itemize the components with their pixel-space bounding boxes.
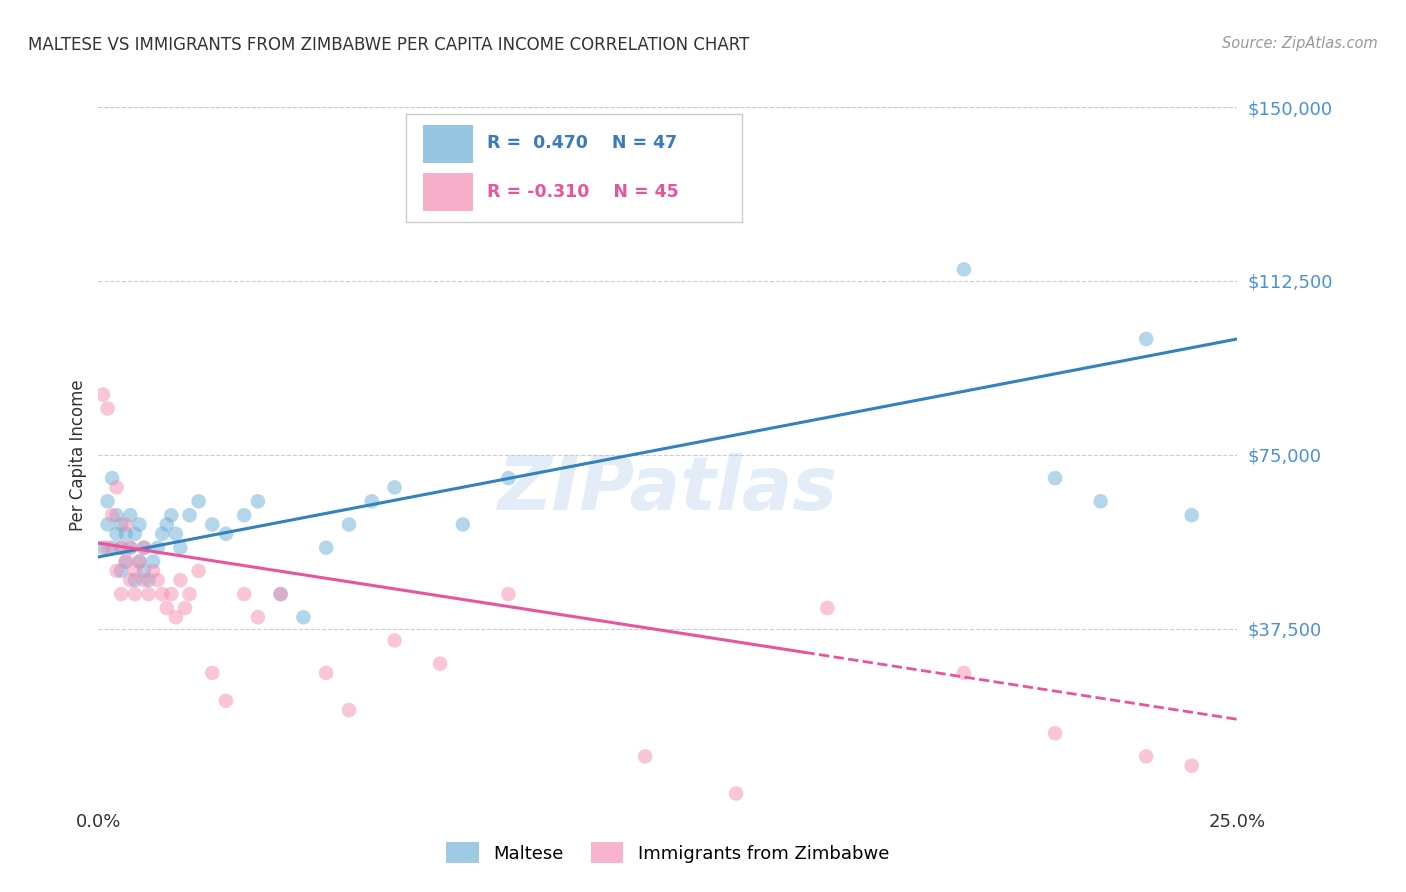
Point [124, 587, 146, 601]
Point [215, 526, 238, 541]
Point [1181, 758, 1204, 772]
Point [953, 262, 976, 277]
Point [132, 573, 155, 587]
Point [142, 555, 165, 569]
Point [146, 573, 169, 587]
Point [128, 555, 150, 569]
Point [124, 526, 146, 541]
Point [498, 587, 520, 601]
Point [124, 573, 146, 587]
Point [215, 694, 238, 708]
Point [105, 526, 128, 541]
Y-axis label: Per Capita Income: Per Capita Income [69, 379, 87, 531]
Point [1043, 471, 1066, 485]
Point [1135, 749, 1157, 764]
Point [1135, 332, 1157, 346]
Point [292, 610, 315, 624]
Point [337, 517, 360, 532]
Point [132, 541, 155, 555]
Point [114, 526, 136, 541]
Point [132, 541, 155, 555]
Point [120, 541, 142, 555]
Point [179, 508, 201, 523]
Point [101, 508, 124, 523]
Point [315, 541, 337, 555]
Point [160, 587, 183, 601]
Point [1090, 494, 1112, 508]
Point [101, 541, 124, 555]
Point [270, 587, 292, 601]
Point [105, 480, 128, 494]
Point [96, 494, 118, 508]
Point [146, 541, 169, 555]
Point [165, 610, 187, 624]
Point [337, 703, 360, 717]
Point [384, 633, 406, 648]
Point [156, 517, 179, 532]
Point [179, 587, 201, 601]
Point [114, 517, 136, 532]
Point [187, 494, 209, 508]
Point [246, 494, 269, 508]
Point [110, 517, 132, 532]
Point [634, 749, 657, 764]
Text: ZIPatlas: ZIPatlas [498, 453, 838, 526]
Point [384, 480, 406, 494]
Point [101, 471, 124, 485]
Point [360, 494, 382, 508]
Point [246, 610, 269, 624]
Point [110, 541, 132, 555]
Point [105, 564, 128, 578]
Legend: Maltese, Immigrants from Zimbabwe: Maltese, Immigrants from Zimbabwe [439, 835, 897, 871]
Point [110, 541, 132, 555]
Point [169, 573, 191, 587]
Point [124, 564, 146, 578]
Point [187, 564, 209, 578]
Point [150, 587, 173, 601]
Point [174, 601, 197, 615]
Point [725, 787, 748, 801]
Point [110, 564, 132, 578]
Point [120, 508, 142, 523]
Point [138, 573, 160, 587]
Point [451, 517, 474, 532]
Point [233, 587, 256, 601]
Point [96, 401, 118, 416]
Point [953, 665, 976, 680]
Point [128, 517, 150, 532]
Point [114, 555, 136, 569]
Point [315, 665, 337, 680]
Point [815, 601, 838, 615]
Point [201, 665, 224, 680]
Point [498, 471, 520, 485]
Point [150, 526, 173, 541]
Point [120, 541, 142, 555]
Point [138, 587, 160, 601]
Point [165, 526, 187, 541]
Point [91, 387, 114, 401]
Point [96, 541, 118, 555]
Text: Source: ZipAtlas.com: Source: ZipAtlas.com [1222, 36, 1378, 51]
Point [201, 517, 224, 532]
Point [128, 555, 150, 569]
Point [233, 508, 256, 523]
Point [96, 517, 118, 532]
Point [114, 555, 136, 569]
Point [105, 508, 128, 523]
Point [120, 573, 142, 587]
Point [91, 541, 114, 555]
Point [169, 541, 191, 555]
Point [1181, 508, 1204, 523]
Point [1043, 726, 1066, 740]
Point [429, 657, 451, 671]
Point [270, 587, 292, 601]
Point [142, 564, 165, 578]
Point [132, 564, 155, 578]
Point [160, 508, 183, 523]
Point [110, 587, 132, 601]
Text: MALTESE VS IMMIGRANTS FROM ZIMBABWE PER CAPITA INCOME CORRELATION CHART: MALTESE VS IMMIGRANTS FROM ZIMBABWE PER … [28, 36, 749, 54]
Point [156, 601, 179, 615]
